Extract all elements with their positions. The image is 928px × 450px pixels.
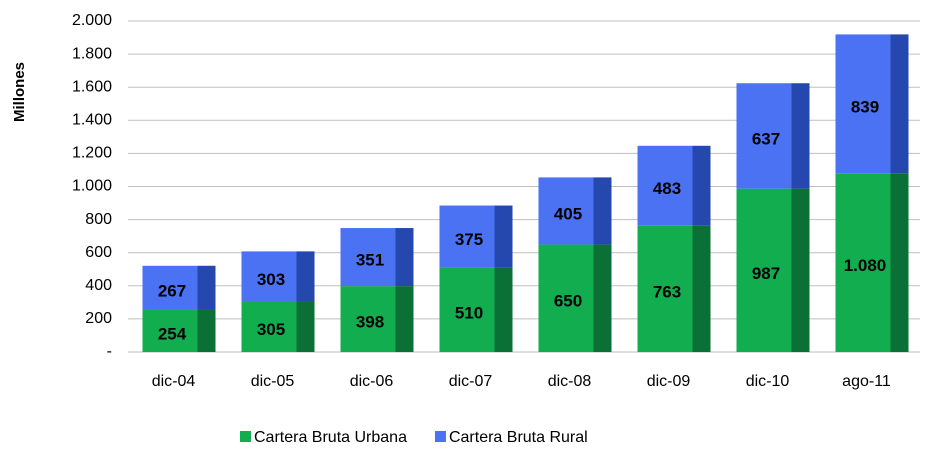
- bar: [637, 145, 693, 226]
- y-axis-title: Millones: [11, 62, 28, 122]
- value-label: 763: [653, 282, 681, 301]
- y-tick-label: 1.400: [72, 112, 112, 129]
- value-label: 405: [554, 204, 582, 223]
- y-tick-label: 600: [85, 244, 112, 261]
- x-tick-label: dic-09: [647, 373, 691, 390]
- bar-side: [296, 251, 315, 302]
- bar: [241, 251, 297, 302]
- legend-label: Cartera Bruta Urbana: [254, 429, 407, 446]
- bar: [835, 173, 891, 352]
- value-label: 1.080: [844, 256, 887, 275]
- bar-side: [197, 309, 216, 352]
- y-tick-label: 1.000: [72, 178, 112, 195]
- x-tick-label: dic-07: [449, 373, 493, 390]
- bar-side: [890, 173, 909, 352]
- bar-side: [593, 177, 612, 245]
- bar-side: [296, 301, 315, 352]
- bar-side: [593, 244, 612, 352]
- value-label: 987: [752, 264, 780, 283]
- bar: [241, 301, 297, 352]
- bar-side: [197, 265, 216, 310]
- bar: [736, 83, 792, 189]
- legend-swatch: [434, 431, 446, 442]
- x-tick-label: dic-06: [350, 373, 394, 390]
- bar-side: [791, 188, 810, 352]
- bar: [142, 309, 198, 352]
- y-tick-label: 1.200: [72, 145, 112, 162]
- bar-side: [692, 145, 711, 226]
- value-label: 254: [158, 324, 187, 343]
- bar: [538, 244, 594, 352]
- y-tick-label: 800: [85, 211, 112, 228]
- legend-swatch: [240, 431, 251, 442]
- value-label: 483: [653, 179, 681, 198]
- bar: [340, 228, 396, 287]
- bar-side: [494, 267, 513, 352]
- value-label: 398: [356, 313, 384, 332]
- y-tick-label: 400: [85, 277, 112, 294]
- bar: [340, 286, 396, 352]
- bar: [736, 188, 792, 352]
- bar: [439, 205, 495, 268]
- value-label: 375: [455, 230, 483, 249]
- value-label: 650: [554, 292, 582, 311]
- y-tick-label: 2.000: [72, 12, 112, 29]
- bar-side: [395, 228, 414, 287]
- y-tick-label: 200: [85, 310, 112, 327]
- y-tick-label: 1.600: [72, 78, 112, 95]
- bar: [538, 177, 594, 245]
- value-label: 303: [257, 270, 285, 289]
- bar: [439, 267, 495, 352]
- value-label: 637: [752, 129, 780, 148]
- bar: [142, 265, 198, 310]
- x-tick-label: dic-05: [251, 373, 295, 390]
- bar: [637, 225, 693, 352]
- y-tick-label: -: [107, 343, 112, 360]
- bar-side: [395, 286, 414, 352]
- value-label: 267: [158, 281, 186, 300]
- value-label: 351: [356, 251, 384, 270]
- bar-side: [890, 34, 909, 174]
- bar-side: [494, 205, 513, 268]
- x-tick-label: dic-04: [152, 373, 196, 390]
- bar-side: [791, 83, 810, 189]
- x-tick-label: ago-11: [842, 373, 891, 390]
- bar-side: [692, 225, 711, 352]
- y-tick-label: 1.800: [72, 45, 112, 62]
- value-label: 305: [257, 320, 285, 339]
- x-tick-label: dic-08: [548, 373, 592, 390]
- bar: [835, 34, 891, 174]
- value-label: 839: [851, 97, 879, 116]
- legend-label: Cartera Bruta Rural: [449, 429, 588, 446]
- x-tick-label: dic-10: [746, 373, 790, 390]
- value-label: 510: [455, 303, 483, 322]
